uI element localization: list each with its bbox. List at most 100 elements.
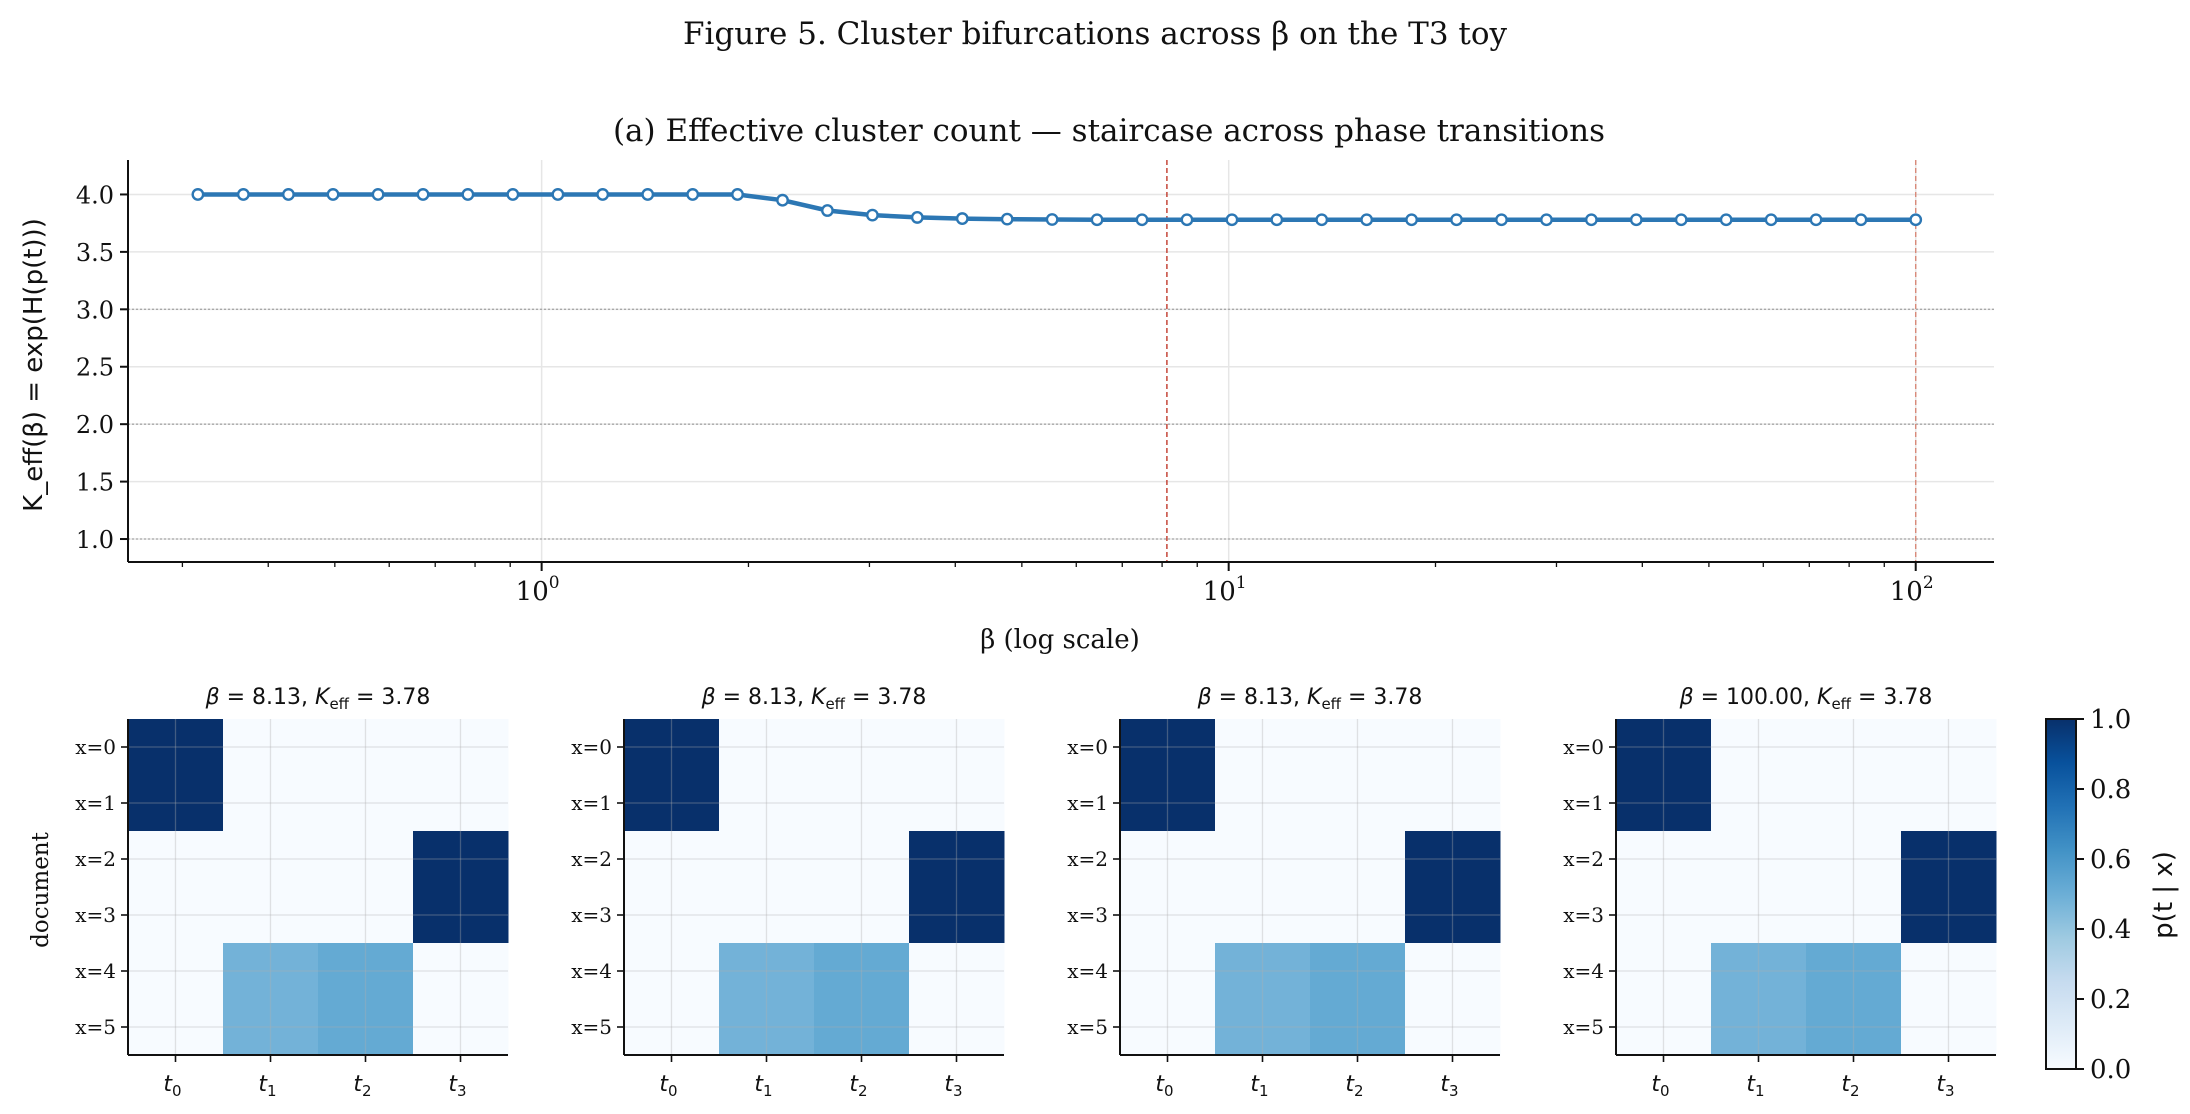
data-point [1719, 213, 1733, 227]
colorbar-gradient [2045, 718, 2077, 1070]
line-chart-axes [127, 160, 1994, 563]
heatmap-row-label: x=2 [1563, 847, 1604, 871]
heatmap-col-label: t1 [754, 1072, 772, 1100]
heatmap-cell [1310, 719, 1406, 776]
data-point [910, 211, 924, 224]
y-tick-label: 2.5 [76, 354, 114, 382]
heatmap-cell [1806, 999, 1902, 1056]
colorbar-tick-label: 1.0 [2090, 705, 2131, 735]
heatmap-cell [1405, 999, 1501, 1056]
data-point [461, 188, 475, 201]
heatmap-col-label: t3 [1936, 1072, 1954, 1100]
heatmap-cell [1616, 887, 1712, 944]
heatmap-cell [1711, 775, 1807, 832]
heatmap-cell [1901, 943, 1997, 1000]
heatmap-cell [223, 831, 319, 888]
heatmap-cell [318, 719, 414, 776]
heatmap-cell [1405, 887, 1501, 944]
heatmap-row-label: x=0 [1067, 735, 1108, 759]
heatmap-col-label: t1 [258, 1072, 276, 1100]
heatmap-cell [1120, 887, 1216, 944]
heatmap-row-label: x=2 [75, 847, 116, 871]
y-tick-label: 3.0 [76, 296, 114, 324]
figure-title: Figure 5. Cluster bifurcations across β … [683, 16, 1508, 52]
x-tick-label: 102 [1890, 573, 1934, 607]
heatmap-cell [909, 999, 1005, 1056]
data-point [236, 188, 250, 201]
heatmap-cell [1806, 775, 1902, 832]
heatmap-row-label: x=3 [75, 903, 116, 927]
heatmap-cell [413, 831, 509, 888]
heatmap-cell [128, 831, 224, 888]
heatmap-cell [814, 999, 910, 1056]
heatmap-row-label: x=4 [1067, 959, 1108, 983]
heatmap-cell [1901, 887, 1997, 944]
heatmap-row-label: x=0 [1563, 735, 1604, 759]
heatmap-col-label: t1 [1746, 1072, 1764, 1100]
y-axis-label: K_eff(β) = exp(H(p(t))) [19, 218, 49, 512]
heatmap-cell [1215, 943, 1311, 1000]
heatmap-title: β = 8.13, Keff = 3.78 [1197, 685, 1423, 713]
heatmap-col-label: t2 [1345, 1072, 1363, 1100]
heatmap-col-label: t0 [163, 1072, 181, 1100]
heatmap-cell [1806, 831, 1902, 888]
data-point [1495, 213, 1508, 227]
heatmap-cell [223, 719, 319, 776]
heatmap-row-label: x=5 [1067, 1015, 1108, 1039]
heatmap-panel: β = 100.00, Keff = 3.78 x=0 x=1 x=2 x=3 x=4 x=… [1563, 685, 1997, 1100]
heatmap-row-label: x=5 [1563, 1015, 1604, 1039]
heatmap-cell [1215, 887, 1311, 944]
colorbar: 0.0 0.2 0.4 0.6 0.8 1.0 [2045, 705, 2131, 1085]
heatmap-cell [909, 943, 1005, 1000]
heatmap-cell [1711, 831, 1807, 888]
heatmap-row-label: x=3 [1067, 903, 1108, 927]
heatmap-title: β = 100.00, Keff = 3.78 [1679, 685, 1933, 713]
heatmap-row-label: x=3 [571, 903, 612, 927]
heatmap-panel: β = 8.13, Keff = 3.78 x=0 x=1 x=2 x=3 x=4 x=5 t… [1067, 685, 1501, 1100]
heatmap-cell [624, 887, 720, 944]
heatmap-row-label: x=4 [1563, 959, 1604, 983]
heatmap-title: β = 8.13, Keff = 3.78 [701, 685, 927, 713]
heatmap-cell [624, 775, 720, 832]
heatmap-cell [719, 943, 815, 1000]
data-point [551, 188, 565, 201]
heatmap-cell [1405, 775, 1501, 832]
data-point [955, 212, 969, 225]
data-point [1315, 213, 1329, 227]
heatmap-col-label: t0 [1651, 1072, 1669, 1100]
heatmap-cell [318, 999, 414, 1056]
data-point [416, 188, 430, 201]
data-point [686, 188, 700, 201]
data-point [821, 204, 834, 217]
colorbar-label: p(t | x) [2149, 851, 2179, 939]
heatmap-cell [1616, 831, 1712, 888]
heatmap-cell [909, 719, 1005, 776]
heatmap-cell [814, 831, 910, 888]
heatmap-cell [1310, 775, 1406, 832]
heatmap-col-label: t3 [448, 1072, 466, 1100]
heatmap-cell [909, 831, 1005, 888]
heatmap-cell [128, 943, 224, 1000]
heatmap-cell [909, 775, 1005, 832]
heatmap-title: β = 8.13, Keff = 3.78 [205, 685, 431, 713]
data-point [731, 188, 744, 201]
heatmap-cell [1901, 831, 1997, 888]
heatmap-cell [1405, 719, 1501, 776]
heatmap-cell [1711, 999, 1807, 1056]
heatmap-cell [909, 887, 1005, 944]
data-point [1854, 213, 1868, 227]
heatmap-y-axis-label: document [28, 831, 54, 947]
heatmap-cell [413, 775, 509, 832]
heatmap-cell [1310, 831, 1406, 888]
heatmap-cell [1310, 999, 1406, 1056]
heatmap-cell [814, 943, 910, 1000]
data-point [1000, 212, 1014, 226]
heatmap-panel: β = 8.13, Keff = 3.78 x=0 x=1 x=2 x=3 x=4 x=5 t… [571, 685, 1005, 1100]
heatmap-cell [1215, 775, 1311, 832]
heatmap-cell [318, 943, 414, 1000]
heatmap-col-label: t0 [659, 1072, 677, 1100]
heatmap-col-label: t2 [849, 1072, 867, 1100]
heatmap-cell [223, 999, 319, 1056]
data-point [282, 188, 295, 201]
heatmap-cell [1310, 887, 1406, 944]
